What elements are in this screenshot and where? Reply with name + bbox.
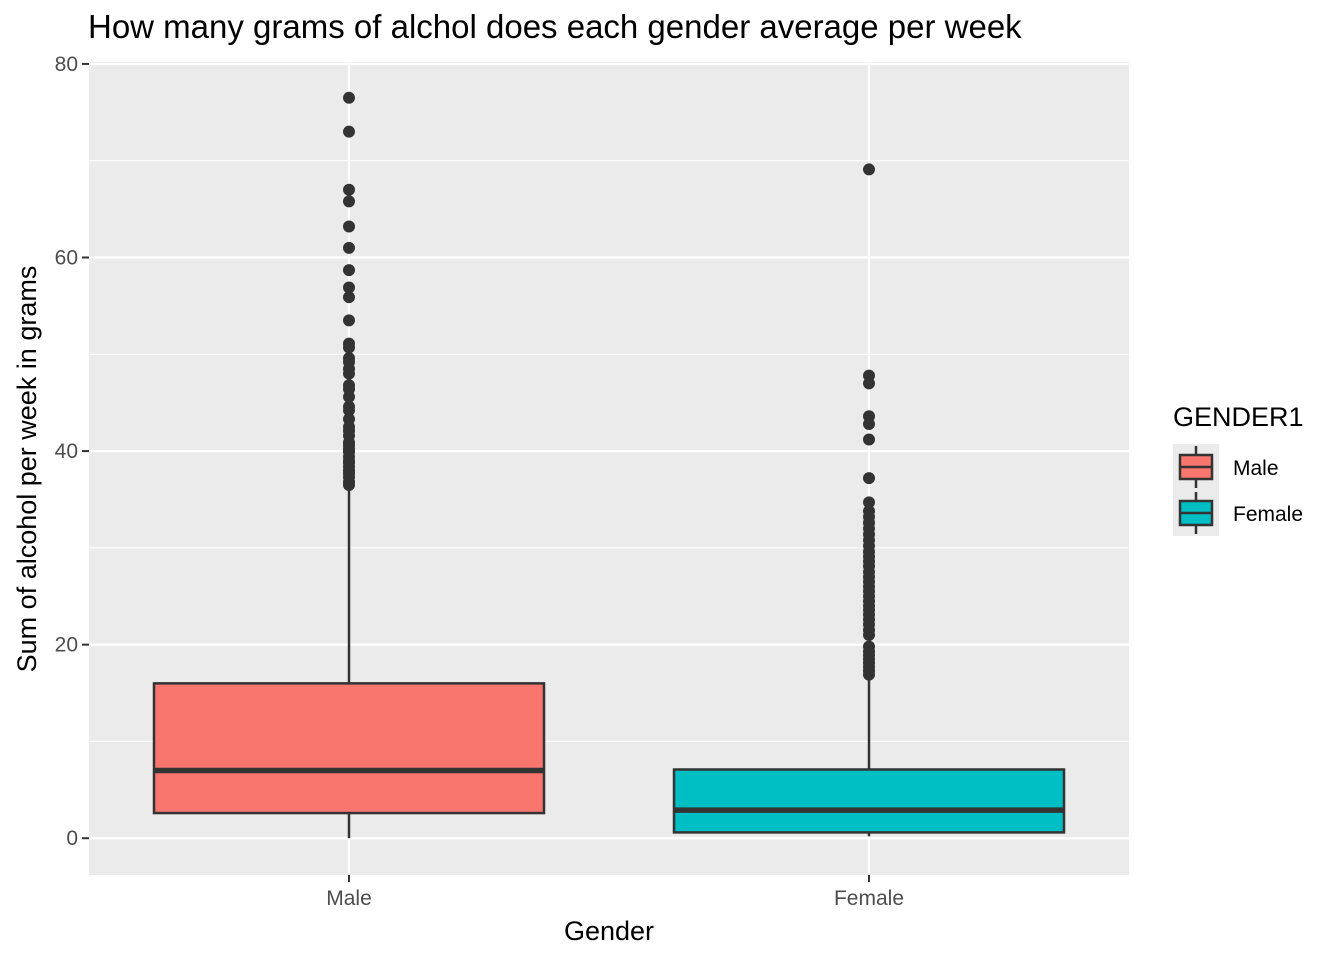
outlier-point [343, 91, 355, 104]
box-male [152, 91, 546, 839]
x-axis-title: Gender [564, 916, 654, 946]
box-iqr [152, 682, 546, 815]
outlier-point [343, 195, 355, 208]
box-female [672, 163, 1066, 837]
outlier-point [343, 367, 355, 380]
outlier-point [343, 478, 355, 491]
outlier-point [863, 472, 875, 485]
legend-key-female [1173, 490, 1219, 536]
outlier-point [343, 125, 355, 138]
y-tick-label: 20 [55, 634, 78, 657]
x-tick-label: Female [834, 887, 904, 910]
boxes [152, 91, 1066, 839]
outlier-point [343, 264, 355, 277]
chart-title: How many grams of alchol does each gende… [88, 8, 1022, 45]
legend-label: Male [1233, 457, 1279, 480]
outlier-point [343, 314, 355, 327]
y-axis: 0 20 40 60 80 [55, 53, 89, 850]
outlier-point [863, 496, 875, 509]
y-axis-title: Sum of alcohol per week in grams [12, 266, 42, 673]
y-tick-label: 40 [55, 440, 78, 463]
outlier-point [863, 433, 875, 446]
y-tick-label: 80 [55, 53, 78, 76]
outlier-point [343, 404, 355, 417]
outlier-point [343, 183, 355, 196]
y-tick-label: 0 [66, 827, 78, 850]
outlier-point [343, 291, 355, 304]
y-tick-label: 60 [55, 247, 78, 270]
x-tick-label: Male [326, 887, 372, 910]
outlier-point [343, 241, 355, 254]
outlier-point [343, 390, 355, 403]
outlier-point [343, 281, 355, 294]
outlier-point [863, 163, 875, 176]
legend-label: Female [1233, 503, 1303, 526]
outlier-point [343, 220, 355, 233]
outlier-point [343, 341, 355, 354]
outlier-point [863, 668, 875, 681]
outlier-point [863, 377, 875, 390]
x-axis: Male Female [326, 875, 904, 910]
legend-title: GENDER1 [1173, 402, 1304, 432]
box-iqr [672, 768, 1066, 834]
legend-key-male [1173, 444, 1219, 490]
legend: GENDER1 Male Female [1173, 402, 1304, 536]
outlier-point [863, 628, 875, 641]
outlier-point [863, 417, 875, 430]
